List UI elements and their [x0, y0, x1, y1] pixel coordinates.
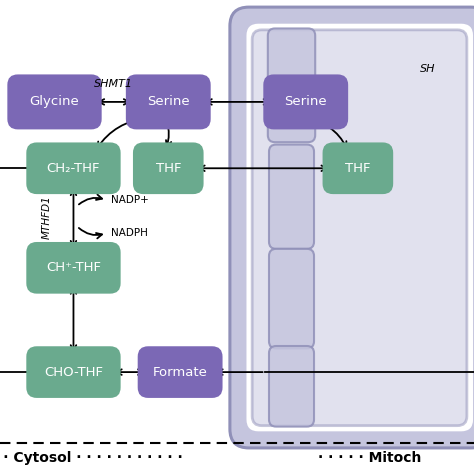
FancyBboxPatch shape [269, 249, 314, 348]
Text: NADPH: NADPH [111, 228, 148, 238]
Text: · · · Cytosol · · · · · · · · · · ·: · · · Cytosol · · · · · · · · · · · [0, 451, 183, 465]
FancyBboxPatch shape [264, 74, 348, 129]
FancyBboxPatch shape [26, 242, 120, 294]
FancyBboxPatch shape [126, 74, 210, 129]
Text: CH⁺-THF: CH⁺-THF [46, 261, 101, 274]
FancyBboxPatch shape [246, 24, 473, 431]
FancyBboxPatch shape [8, 74, 102, 129]
FancyBboxPatch shape [269, 346, 314, 427]
Text: CHO-THF: CHO-THF [44, 365, 103, 379]
Text: Serine: Serine [147, 95, 190, 109]
Text: · · · · · Mitoch: · · · · · Mitoch [318, 451, 421, 465]
Text: Formate: Formate [153, 365, 208, 379]
FancyBboxPatch shape [230, 7, 474, 448]
FancyBboxPatch shape [322, 143, 393, 194]
Text: NADP+: NADP+ [111, 195, 149, 205]
FancyBboxPatch shape [269, 145, 314, 249]
Text: THF: THF [155, 162, 181, 175]
Text: MTHFD1: MTHFD1 [41, 195, 52, 239]
FancyBboxPatch shape [26, 346, 120, 398]
Text: SH: SH [419, 64, 435, 74]
Text: THF: THF [345, 162, 371, 175]
Text: Serine: Serine [284, 95, 327, 109]
FancyBboxPatch shape [26, 143, 120, 194]
Text: SHMT1: SHMT1 [94, 79, 133, 89]
FancyBboxPatch shape [137, 346, 222, 398]
Text: Glycine: Glycine [30, 95, 79, 109]
FancyBboxPatch shape [252, 30, 467, 426]
FancyBboxPatch shape [268, 28, 315, 142]
Text: CH₂-THF: CH₂-THF [47, 162, 100, 175]
FancyBboxPatch shape [133, 143, 203, 194]
